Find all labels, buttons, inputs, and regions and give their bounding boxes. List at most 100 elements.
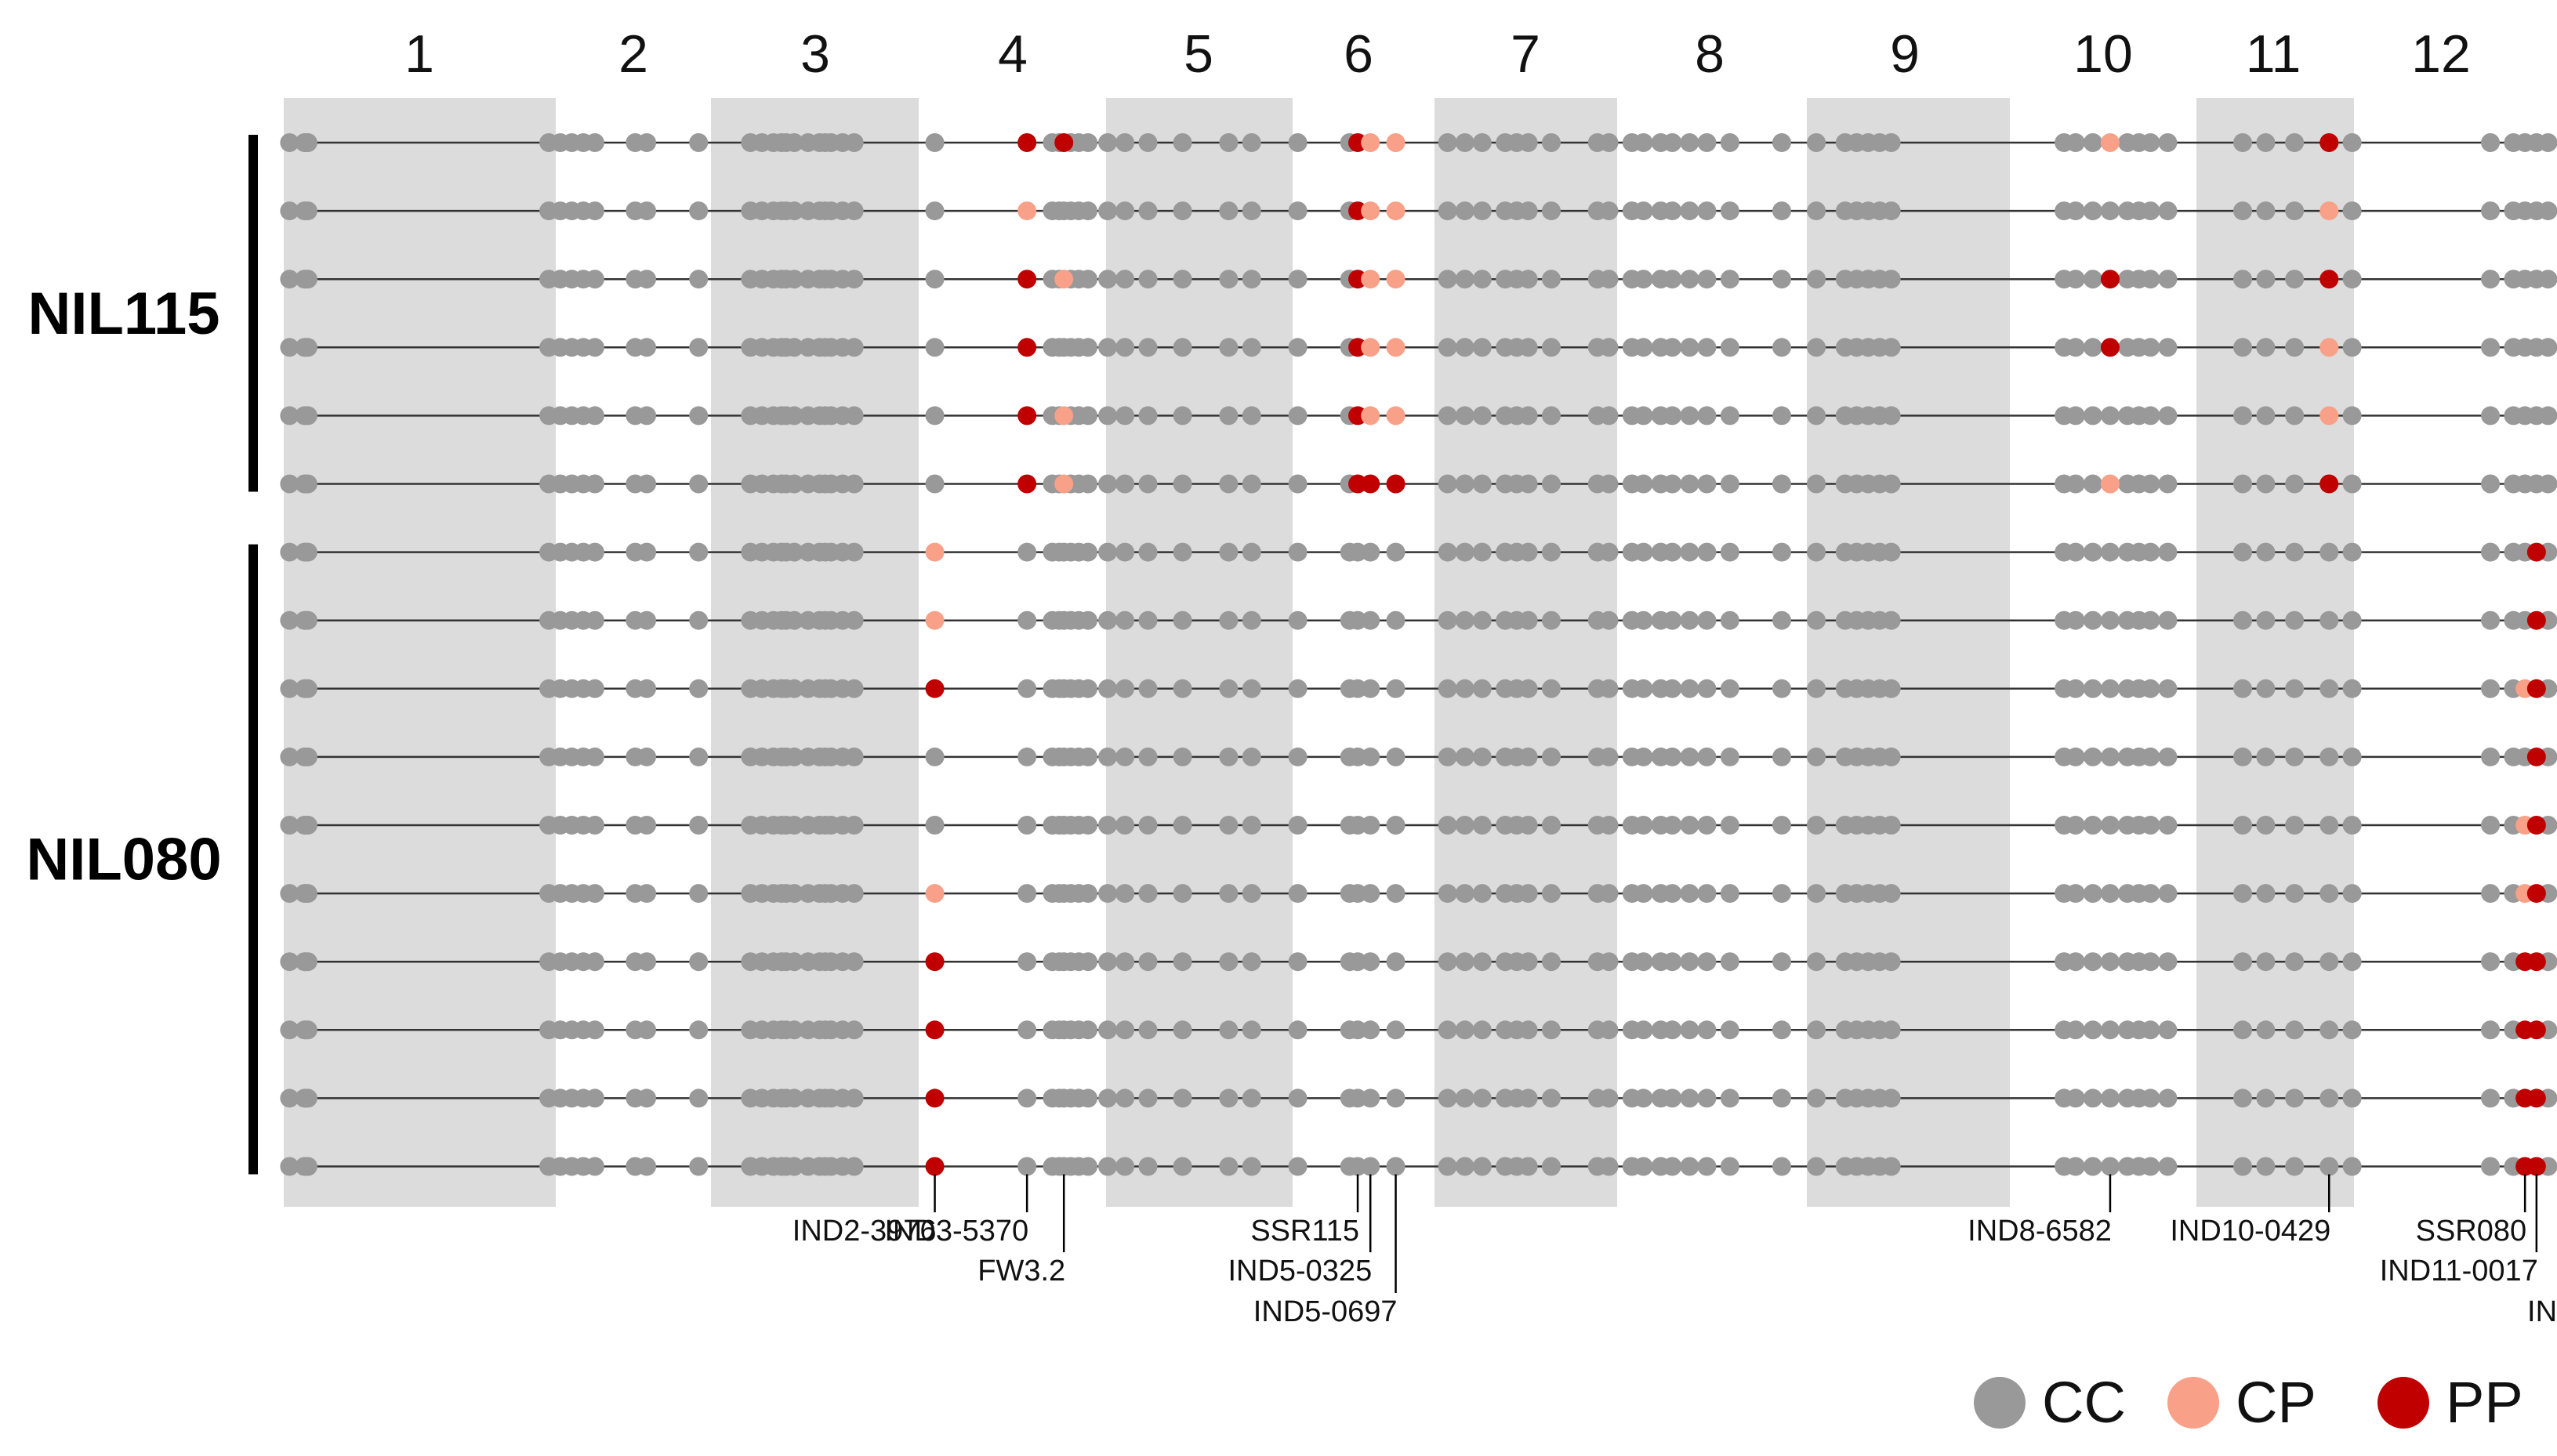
marker-dot-cc	[1772, 542, 1791, 562]
marker-label-fw3.2: FW3.2	[977, 1255, 1065, 1288]
marker-dot-cc	[1173, 201, 1192, 221]
marker-dot-cc	[925, 338, 945, 357]
marker-dot-cc	[1720, 610, 1739, 630]
marker-dot-cc	[2100, 952, 2120, 972]
marker-dot-cc	[2066, 338, 2085, 357]
marker-dot-cc	[2141, 270, 2160, 289]
marker-dot-cc	[1599, 474, 1619, 494]
marker-dot-cc	[689, 610, 709, 630]
marker-dot-cc	[1438, 270, 1457, 289]
marker-label-ssr115: SSR115	[1250, 1215, 1359, 1248]
marker-dot-cc	[1663, 270, 1682, 289]
marker-dot-cc	[298, 474, 317, 494]
marker-dot-cc	[1518, 270, 1538, 289]
marker-dot-cc	[785, 884, 804, 904]
marker-dot-cc	[2319, 542, 2339, 562]
marker-dot-cc	[1599, 747, 1619, 766]
marker-dot-cc	[2083, 610, 2102, 630]
marker-dot-cc	[1680, 270, 1699, 289]
marker-dot-cc	[2256, 542, 2276, 562]
marker-dot-cc	[280, 679, 299, 698]
marker-dot-cc	[2538, 474, 2557, 494]
marker-dot-cc	[298, 1088, 317, 1108]
marker-dot-cc	[2141, 952, 2160, 972]
marker-dot-cc	[2342, 1088, 2362, 1108]
marker-dot-cc	[585, 1020, 604, 1040]
marker-dot-pp	[2526, 884, 2546, 904]
marker-dot-cc	[2256, 884, 2276, 904]
legend-label-cp: CP	[2236, 1370, 2316, 1435]
marker-dot-cc	[1098, 474, 1118, 494]
marker-dot-cc	[2538, 201, 2557, 221]
marker-dot-pp	[2100, 270, 2120, 289]
marker-dot-cc	[1138, 542, 1158, 562]
marker-dot-cc	[2319, 679, 2339, 698]
marker-dot-cc	[585, 747, 604, 766]
marker-dot-cc	[1720, 133, 1739, 152]
marker-dot-cc	[1663, 406, 1682, 426]
marker-dot-cc	[2285, 679, 2305, 698]
marker-dot-cc	[2319, 1088, 2339, 1108]
marker-dot-cc	[2342, 133, 2362, 152]
marker-dot-cc	[637, 338, 657, 357]
marker-dot-cc	[1472, 1157, 1492, 1176]
marker-dot-cc	[1017, 542, 1037, 562]
marker-dot-cc	[1288, 474, 1308, 494]
marker-dot-cc	[689, 679, 709, 698]
marker-dot-cc	[925, 816, 945, 835]
marker-dot-cc	[1288, 542, 1308, 562]
marker-dot-cc	[2233, 338, 2252, 357]
marker-dot-pp	[2319, 133, 2339, 152]
genotype-row-15	[280, 1088, 2557, 1108]
marker-dot-pp	[2526, 542, 2546, 562]
marker-dot-cc	[1697, 133, 1717, 152]
marker-dot-cc	[844, 474, 864, 494]
marker-dot-cc	[2066, 406, 2085, 426]
marker-dot-cc	[2233, 1020, 2252, 1040]
marker-dot-cc	[2256, 610, 2276, 630]
marker-dot-cc	[1807, 679, 1826, 698]
marker-dot-cc	[1663, 1020, 1682, 1040]
marker-dot-cc	[1115, 338, 1135, 357]
marker-dot-cp	[1386, 406, 1405, 426]
marker-dot-cc	[1697, 747, 1717, 766]
marker-dot-cc	[1173, 747, 1192, 766]
marker-dot-cc	[2342, 1020, 2362, 1040]
marker-dot-cc	[1881, 884, 1901, 904]
marker-dot-cc	[689, 270, 709, 289]
marker-dot-cc	[1438, 884, 1457, 904]
marker-dot-cc	[785, 1088, 804, 1108]
marker-dot-cc	[1098, 816, 1118, 835]
marker-dot-cc	[2141, 679, 2160, 698]
marker-dot-cc	[2158, 542, 2178, 562]
marker-dot-cc	[1098, 1088, 1118, 1108]
marker-dot-cc	[785, 747, 804, 766]
marker-dot-cc	[1455, 679, 1474, 698]
marker-dot-cc	[2158, 474, 2178, 494]
marker-dot-cc	[2083, 679, 2102, 698]
marker-dot-cc	[1288, 1157, 1308, 1176]
marker-dot-cc	[1680, 474, 1699, 494]
marker-dot-cc	[2158, 270, 2178, 289]
marker-dot-pp	[1017, 133, 1037, 152]
marker-dot-cc	[1634, 133, 1653, 152]
marker-dot-cc	[844, 542, 864, 562]
marker-dot-cc	[2158, 201, 2178, 221]
marker-dot-cc	[689, 201, 709, 221]
marker-dot-cc	[1542, 1088, 1561, 1108]
marker-dot-cc	[2285, 338, 2305, 357]
chromosome-band-11	[2196, 98, 2354, 1207]
marker-dot-cc	[298, 679, 317, 698]
marker-dot-cc	[2256, 201, 2276, 221]
marker-dot-cc	[280, 1157, 299, 1176]
marker-dot-cc	[585, 201, 604, 221]
marker-dot-cc	[1472, 133, 1492, 152]
marker-dot-cc	[925, 133, 945, 152]
marker-dot-cc	[785, 816, 804, 835]
marker-dot-cc	[2066, 1088, 2085, 1108]
marker-dot-cp	[1017, 201, 1037, 221]
marker-dot-cc	[1518, 338, 1538, 357]
marker-dot-cc	[1288, 679, 1308, 698]
marker-dot-cc	[1680, 679, 1699, 698]
marker-dot-cc	[2066, 952, 2085, 972]
